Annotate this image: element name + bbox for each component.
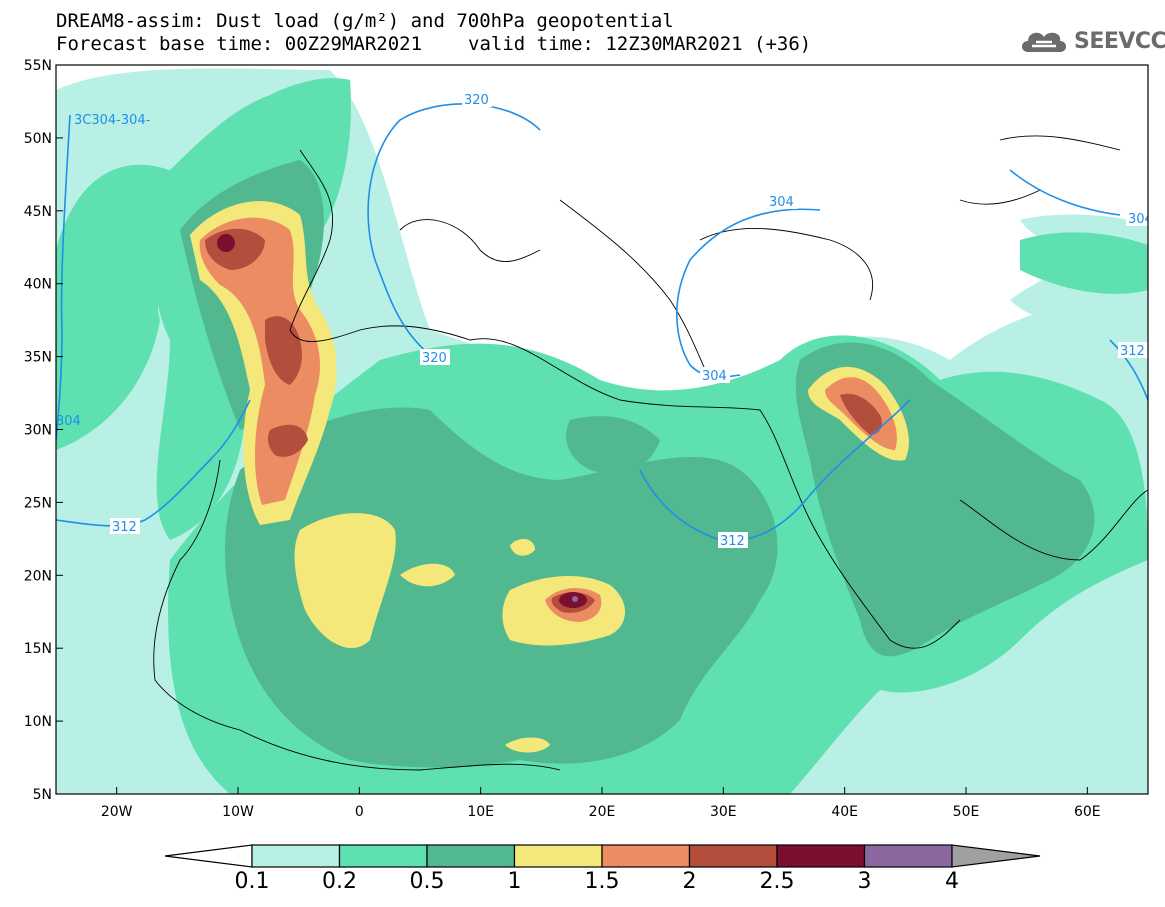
- lon-tick-label: 0: [355, 804, 364, 820]
- valid-time: valid time: 12Z30MAR2021 (+36): [468, 33, 812, 55]
- contour-label: 320: [464, 93, 489, 108]
- colorbar-level-label: 0.2: [322, 869, 357, 894]
- lat-tick-label: 10N: [24, 714, 52, 730]
- forecast-times: Forecast base time: 00Z29MAR2021 valid ti…: [56, 33, 811, 55]
- map-area: 320 320 304 304 312 312 312 304 3C304-30…: [56, 65, 1153, 794]
- map-title: DREAM8-assim: Dust load (g/m²) and 700hP…: [56, 10, 674, 32]
- dust-layer-2: [205, 228, 882, 613]
- contour-label: 312: [112, 520, 137, 535]
- lon-tick-label: 60E: [1074, 804, 1101, 820]
- colorbar-over-triangle: [951, 844, 1041, 868]
- colorbar-level-label: 4: [945, 869, 959, 894]
- colorbar-level-label: 0.1: [234, 869, 270, 894]
- colorbar-level-label: 1.5: [584, 869, 620, 894]
- contour-304-west: [56, 114, 71, 441]
- cloud-icon: [1022, 32, 1066, 52]
- lon-tick-label: 20W: [101, 804, 133, 820]
- contour-label: 304: [702, 369, 727, 384]
- lat-tick-label: 55N: [24, 58, 52, 74]
- colorbar-level-label: 3: [857, 869, 872, 894]
- contour-label: 304: [769, 195, 794, 210]
- logo-text: SEEVCCC: [1074, 28, 1165, 54]
- contour-312-far-east: [1109, 339, 1148, 401]
- contour-label: 304: [1128, 212, 1153, 227]
- lon-tick-label: 10W: [222, 804, 254, 820]
- colorbar-level-label: 2: [682, 869, 697, 894]
- colorbar-level-label: 0.5: [409, 869, 445, 894]
- colorbar: [164, 844, 1041, 868]
- lat-tick-label: 25N: [24, 495, 52, 511]
- contour-312-west: [56, 399, 251, 527]
- contour-label: 312: [720, 534, 745, 549]
- contour-label: 304: [56, 414, 81, 429]
- lon-axis: 20W 10W 0 10E 20E 30E 40E 50E 60E: [101, 787, 1101, 820]
- seevccc-logo: SEEVCCC: [1018, 26, 1165, 56]
- colorbar-under-triangle: [164, 844, 253, 868]
- lat-tick-label: 5N: [33, 787, 52, 803]
- lon-tick-label: 20E: [589, 804, 616, 820]
- coastlines: [153, 135, 1148, 771]
- contour-label: 312: [1120, 344, 1145, 359]
- colorbar-swatch: [601, 844, 691, 868]
- lon-tick-label: 10E: [467, 804, 494, 820]
- colorbar-swatch: [688, 844, 778, 868]
- lat-tick-label: 20N: [24, 568, 52, 584]
- colorbar-swatch: [338, 844, 428, 868]
- colorbar-level-label: 1: [507, 869, 522, 894]
- contour-label: 320: [422, 351, 447, 366]
- contour-312-east: [639, 399, 911, 542]
- colorbar-swatch: [776, 844, 866, 868]
- contour-label: 3C304-304-: [74, 113, 151, 128]
- lon-tick-label: 40E: [831, 804, 858, 820]
- geopotential-contours: [56, 103, 1148, 542]
- lat-tick-label: 30N: [24, 423, 52, 439]
- lat-tick-label: 35N: [24, 350, 52, 366]
- lon-tick-label: 50E: [953, 804, 980, 820]
- lon-tick-label: 30E: [710, 804, 737, 820]
- lat-tick-label: 45N: [24, 204, 52, 220]
- dust-layer-3: [572, 596, 578, 602]
- colorbar-level-label: 2.5: [759, 869, 795, 894]
- colorbar-swatch: [251, 844, 341, 868]
- lat-tick-label: 40N: [24, 277, 52, 293]
- contour-304-far-east: [1009, 169, 1121, 216]
- lat-axis: 55N 50N 45N 40N 35N 30N 25N 20N 15N 10N 5N: [24, 58, 63, 803]
- contour-label-group: 320 320 304 304 312 312 312 304 3C304-30…: [56, 91, 1153, 549]
- colorbar-swatch: [863, 844, 953, 868]
- colorbar-swatch: [426, 844, 516, 868]
- base-time: Forecast base time: 00Z29MAR2021: [56, 33, 423, 55]
- lat-tick-label: 50N: [24, 131, 52, 147]
- lat-tick-label: 15N: [24, 641, 52, 657]
- colorbar-swatch: [513, 844, 603, 868]
